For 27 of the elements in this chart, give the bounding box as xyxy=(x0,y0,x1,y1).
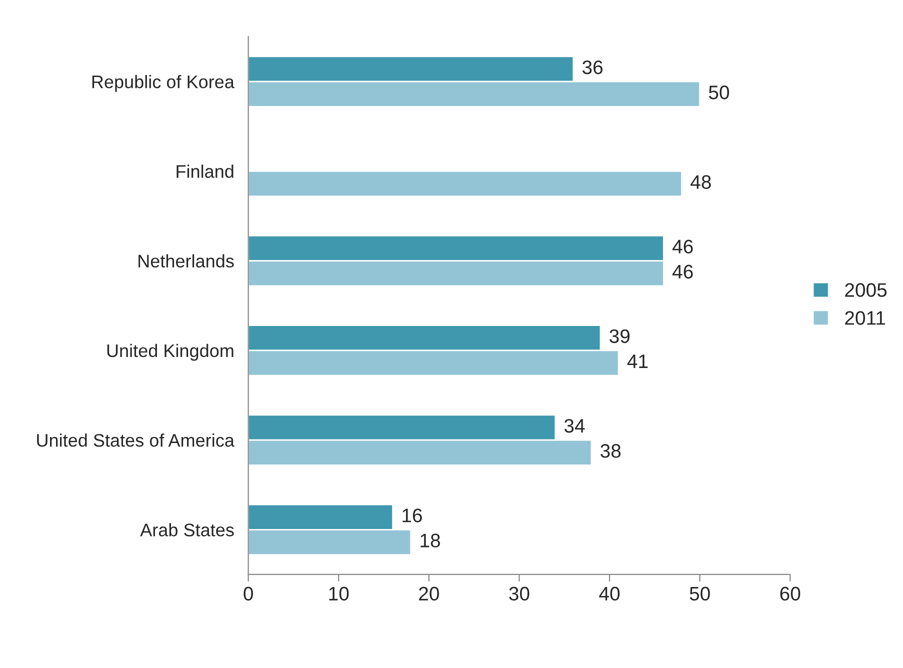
y-tick-label: Arab States xyxy=(140,523,234,536)
y-tick-label: United States of America xyxy=(37,434,234,447)
data-label: 50 xyxy=(708,86,730,100)
x-tick-label: 30 xyxy=(509,586,530,601)
data-label: 46 xyxy=(672,240,693,254)
x-tick-label: 0 xyxy=(244,586,253,601)
data-label: 39 xyxy=(610,329,630,344)
data-label: 36 xyxy=(582,60,603,74)
data-label: 38 xyxy=(600,444,621,458)
x-tick-label: 50 xyxy=(690,586,710,601)
data-label: 41 xyxy=(627,354,648,368)
data-label: 34 xyxy=(564,418,585,433)
data-label: 18 xyxy=(420,534,440,548)
y-tick-label: Finland xyxy=(176,164,234,178)
data-label: 46 xyxy=(672,264,693,279)
legend-label: 2005 xyxy=(845,283,887,297)
data-label: 48 xyxy=(690,175,711,189)
y-tick-label: Netherlands xyxy=(138,254,234,268)
x-tick-label: 20 xyxy=(419,586,439,601)
y-tick-label: Republic of Korea xyxy=(92,75,234,92)
y-tick-label: United Kingdom xyxy=(107,344,234,361)
legend-label: 2011 xyxy=(845,311,886,325)
x-tick-label: 40 xyxy=(599,586,620,601)
data-label: 16 xyxy=(402,508,422,522)
bar xyxy=(248,170,682,197)
x-tick-label: 60 xyxy=(780,586,800,601)
x-tick-label: 10 xyxy=(329,586,349,601)
